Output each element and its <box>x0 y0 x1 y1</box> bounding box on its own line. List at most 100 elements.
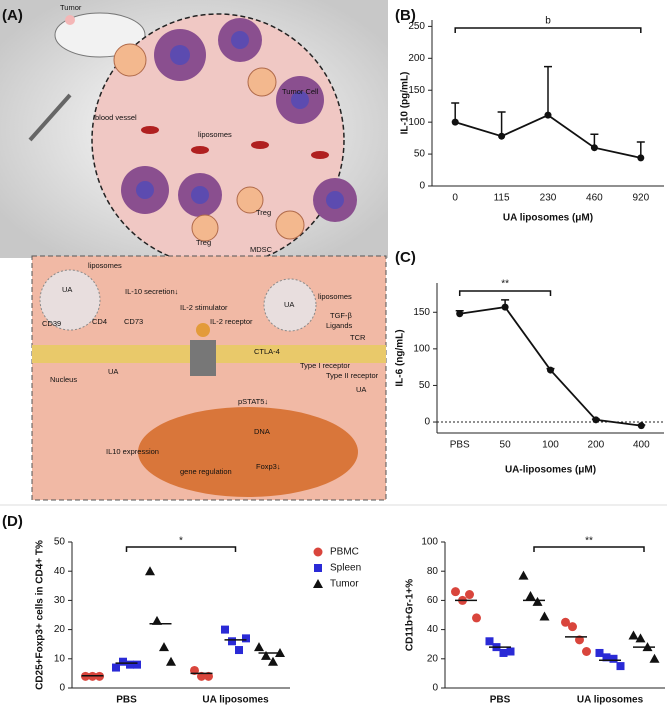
y-tick-label: 30 <box>54 595 66 606</box>
y-tick-label: 50 <box>414 149 426 160</box>
point <box>242 634 250 643</box>
point <box>485 637 494 646</box>
error-bar <box>544 65 552 116</box>
point <box>145 566 155 576</box>
point <box>506 647 515 656</box>
point <box>595 648 604 657</box>
line <box>459 306 642 427</box>
y-axis-label: CD25+Foxp3+ cells in CD4+ T% <box>35 540 46 690</box>
point <box>616 662 625 671</box>
y-tick-label: 50 <box>419 380 431 391</box>
point <box>637 154 645 162</box>
point <box>472 613 481 623</box>
illustration-label: Tumor Cell <box>282 87 319 96</box>
bracket <box>533 546 645 552</box>
illustration-label: Tumor <box>60 3 82 12</box>
annotation: * <box>179 536 183 547</box>
illustration-label: DNA <box>254 427 270 436</box>
x-tick-label: 0 <box>452 193 458 204</box>
illustration-label: UA <box>108 367 118 376</box>
x-tick-label: 230 <box>540 193 557 204</box>
illustration-label: IL-10 secretion↓ <box>125 287 178 296</box>
point <box>254 642 264 652</box>
illustration-label: UA <box>356 385 366 394</box>
illustration-label: Treg <box>256 208 271 217</box>
immune-cells <box>113 43 305 242</box>
liposome <box>39 269 101 331</box>
illustration-label: Treg <box>196 238 211 247</box>
illustration-label: CD73 <box>124 317 143 326</box>
illustration-label: Nucleus <box>50 375 77 384</box>
illustration-label: Ligands <box>326 321 353 330</box>
tumor-site <box>65 15 75 25</box>
point <box>518 570 529 580</box>
illustration-label: liposomes <box>198 130 232 139</box>
x-tick-label: 400 <box>633 440 650 451</box>
point <box>547 366 554 374</box>
point <box>532 596 543 606</box>
y-tick-label: 60 <box>427 595 439 606</box>
point <box>635 633 646 643</box>
bracket <box>454 27 642 33</box>
illustration-label: TCR <box>350 333 366 342</box>
il2-stimulator <box>196 323 210 337</box>
point <box>568 622 577 632</box>
y-tick-label: 40 <box>427 624 439 635</box>
x-tick-label: UA liposomes <box>577 695 644 706</box>
x-tick-label: UA liposomes <box>202 695 269 706</box>
annotation: ** <box>585 536 593 547</box>
illustration-label: MDSC <box>250 245 273 254</box>
x-tick-label: 460 <box>586 193 603 204</box>
y-tick-label: 0 <box>419 181 425 192</box>
illustration-label: IL-2 stimulator <box>180 303 228 312</box>
chart: 0 50 100 150 200 250 0 115 230 460 920 UA liposomes… <box>400 16 664 224</box>
illustration-label: CTLA-4 <box>254 347 280 356</box>
liposome <box>263 278 317 332</box>
point <box>649 653 660 663</box>
tumor-nuclei <box>136 31 344 209</box>
point <box>268 656 278 666</box>
nucleus <box>138 407 358 497</box>
chart: 0 20 40 60 80 100 PBS UA liposomes CD11b+Gr-1+% *… <box>405 536 665 706</box>
y-tick-label: 100 <box>421 537 438 548</box>
annotation: ** <box>501 279 509 290</box>
point <box>166 656 176 666</box>
illustration-label: CD39 <box>42 319 61 328</box>
point <box>456 310 464 318</box>
y-tick-label: 200 <box>408 53 425 64</box>
y-tick-label: 50 <box>54 537 66 548</box>
point <box>451 587 460 597</box>
panel-label: (A) <box>2 7 23 24</box>
illustration-label: UA <box>62 285 72 294</box>
point <box>590 144 598 152</box>
point <box>133 660 141 669</box>
illustration <box>0 0 667 506</box>
illustration-label: liposomes <box>88 261 122 270</box>
illustration-label: IL10 expression <box>106 447 159 456</box>
illustration-label: CD4 <box>92 317 107 326</box>
illustration-label: TGF-β <box>330 311 352 320</box>
point <box>152 615 162 625</box>
panel-label: (D) <box>2 513 23 530</box>
point <box>582 647 591 656</box>
syringe <box>28 93 72 142</box>
point <box>525 591 536 601</box>
point <box>498 132 506 140</box>
legend-marker <box>314 564 322 572</box>
illustration-label: IL-2 receptor <box>210 317 253 326</box>
point <box>561 617 570 627</box>
il2-receptor <box>190 340 216 376</box>
x-tick-label: 115 <box>494 193 510 204</box>
y-tick-label: 250 <box>408 21 425 32</box>
point <box>261 650 271 660</box>
point <box>112 663 120 672</box>
legend-marker <box>313 579 323 588</box>
x-tick-label: 920 <box>632 193 649 204</box>
point <box>602 653 611 662</box>
point <box>119 657 127 666</box>
bracket <box>125 546 237 552</box>
y-tick-label: 20 <box>427 653 439 664</box>
illustration-label: Foxp3↓ <box>256 462 281 471</box>
legend-label: Tumor <box>330 579 359 590</box>
point <box>465 590 474 600</box>
